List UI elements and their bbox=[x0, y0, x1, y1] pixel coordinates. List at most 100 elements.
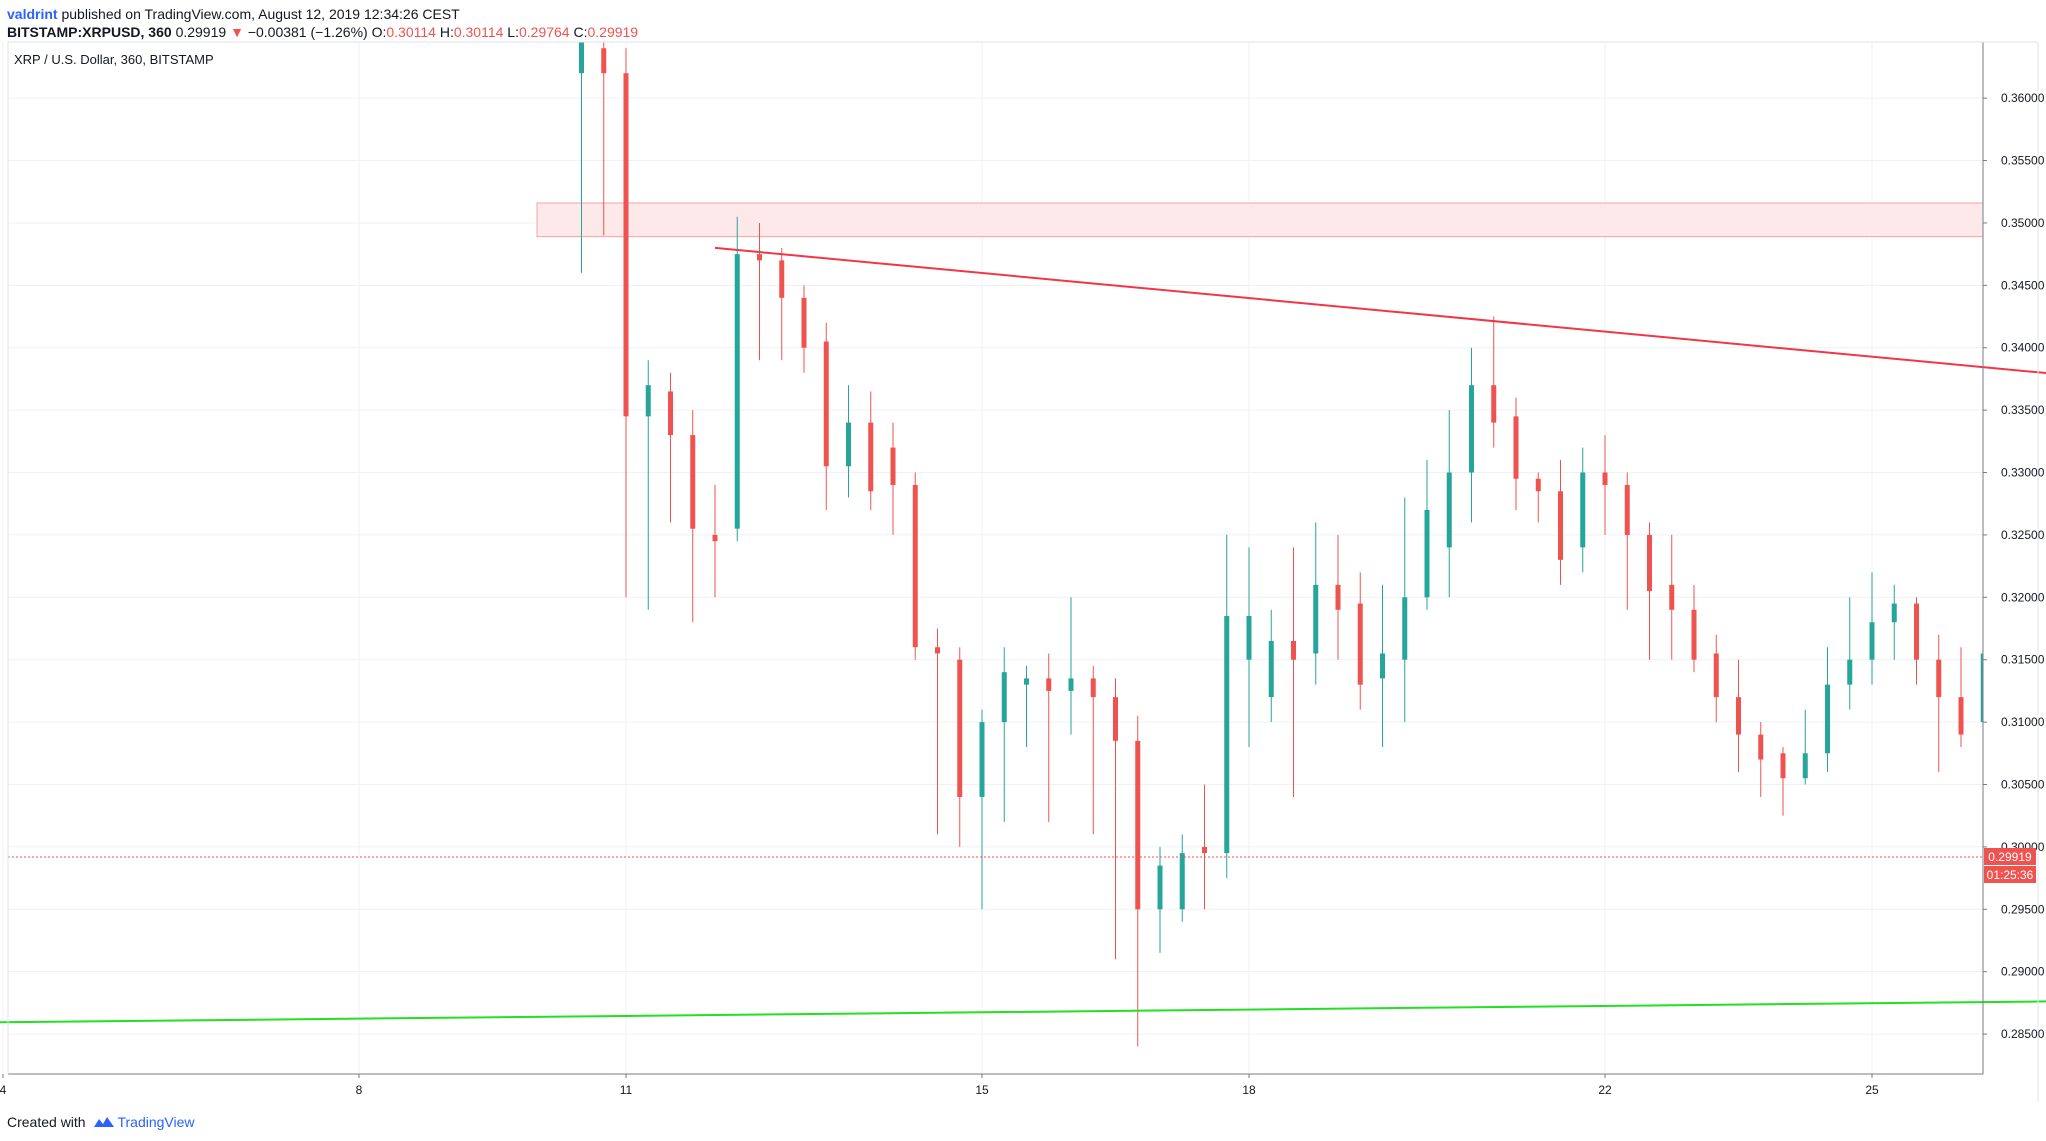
y-tick-label: 0.33500 bbox=[2001, 403, 2045, 417]
candle-body bbox=[668, 391, 673, 436]
candle-body bbox=[1135, 740, 1141, 910]
down-arrow-icon: ▼ bbox=[230, 24, 244, 40]
y-tick-label: 0.32000 bbox=[2001, 590, 2045, 604]
last-price-tag-label: 0.29919 bbox=[1988, 850, 2032, 864]
last-price: 0.29919 bbox=[175, 24, 227, 40]
tradingview-logo-icon bbox=[94, 1117, 115, 1128]
y-tick-label: 0.35000 bbox=[2001, 216, 2045, 230]
candle-body bbox=[623, 73, 629, 417]
candle-body bbox=[1847, 659, 1853, 685]
candle-body bbox=[690, 435, 696, 529]
low-value: 0.29764 bbox=[518, 24, 570, 40]
candles bbox=[579, 42, 2030, 1047]
open-label: O: bbox=[371, 24, 387, 40]
candle-body bbox=[1068, 678, 1074, 691]
high-value: 0.30114 bbox=[453, 24, 504, 40]
candle-body bbox=[1869, 622, 1875, 660]
candle-body bbox=[1713, 653, 1719, 698]
candle-body bbox=[1914, 603, 1919, 660]
candle-body bbox=[1291, 640, 1296, 660]
candle-body bbox=[1891, 603, 1897, 623]
x-tick-label: 18 bbox=[1242, 1083, 1256, 1097]
candle-body bbox=[1736, 697, 1741, 735]
candle-body bbox=[1046, 678, 1052, 691]
y-tick-label: 0.28500 bbox=[2001, 1027, 2045, 1041]
high-label: H: bbox=[439, 24, 454, 40]
candle-body bbox=[1802, 753, 1808, 779]
y-tick-label: 0.29000 bbox=[2001, 965, 2045, 979]
candle-body bbox=[1691, 609, 1697, 660]
candle-body bbox=[1113, 697, 1118, 741]
candle-body bbox=[645, 385, 651, 417]
price-change: −0.00381 (−1.26%) bbox=[247, 24, 368, 40]
candle-body bbox=[1980, 653, 1983, 723]
candle-body bbox=[957, 659, 963, 797]
candle-body bbox=[1090, 678, 1096, 698]
x-tick-label: 25 bbox=[1865, 1083, 1879, 1097]
candle-body bbox=[779, 260, 785, 298]
candle-body bbox=[1424, 509, 1430, 598]
y-tick-label: 0.36000 bbox=[2001, 91, 2045, 105]
candle-body bbox=[1958, 697, 1964, 735]
candle-body bbox=[579, 42, 584, 74]
footer: Created with TradingView bbox=[7, 1114, 195, 1131]
symbol-label: BITSTAMP:XRPUSD, 360 bbox=[7, 24, 172, 40]
candle-body bbox=[2003, 560, 2008, 654]
x-tick-label: 15 bbox=[975, 1083, 989, 1097]
y-tick-label: 0.35500 bbox=[2001, 154, 2045, 168]
candle-body bbox=[890, 447, 896, 485]
candle-body bbox=[1357, 603, 1363, 685]
candle-body bbox=[1246, 616, 1252, 660]
grid bbox=[2, 42, 1983, 1074]
candle-body bbox=[801, 297, 807, 348]
candle-body bbox=[1380, 653, 1385, 679]
candle-body bbox=[1647, 534, 1652, 592]
created-with-text: Created with bbox=[7, 1114, 86, 1130]
countdown-tag bbox=[1984, 865, 2036, 883]
drawings-front bbox=[0, 246, 2046, 1024]
y-tick-label: 0.31500 bbox=[2001, 653, 2045, 667]
chart-title: XRP / U.S. Dollar, 360, BITSTAMP bbox=[14, 52, 214, 67]
candle-body bbox=[1202, 846, 1207, 854]
candle-body bbox=[823, 341, 829, 467]
y-tick-label: 0.29500 bbox=[2001, 902, 2045, 916]
candle-body bbox=[2025, 560, 2030, 572]
drawings-back bbox=[536, 202, 1983, 238]
candle-body bbox=[868, 422, 874, 492]
candle-body bbox=[979, 722, 985, 797]
y-tick-label: 0.31000 bbox=[2001, 715, 2045, 729]
chart-header: valdrint published on TradingView.com, A… bbox=[7, 0, 2037, 58]
ascending-support-line bbox=[0, 1000, 2046, 1024]
x-tick-label: 4 bbox=[0, 1083, 7, 1097]
candle-body bbox=[1469, 385, 1474, 473]
candle-body bbox=[1491, 385, 1497, 423]
last-price-tag bbox=[1984, 847, 2036, 865]
close-value: 0.29919 bbox=[587, 24, 639, 40]
x-tick-label: 8 bbox=[356, 1083, 363, 1097]
close-label: C: bbox=[573, 24, 588, 40]
candle-body bbox=[712, 534, 718, 542]
candle-body bbox=[1535, 478, 1541, 492]
candle-body bbox=[1157, 865, 1163, 910]
author-link[interactable]: valdrint bbox=[7, 6, 58, 22]
candle-body bbox=[1602, 472, 1608, 485]
candle-body bbox=[1669, 584, 1675, 610]
candle-body bbox=[1313, 584, 1319, 654]
open-value: 0.30114 bbox=[386, 24, 436, 40]
candle-body bbox=[1758, 734, 1764, 760]
candle-body bbox=[1179, 853, 1185, 910]
x-tick-label: 11 bbox=[620, 1083, 633, 1097]
candle-body bbox=[1825, 684, 1830, 754]
tradingview-brand[interactable]: TradingView bbox=[117, 1114, 195, 1130]
candle-body bbox=[912, 484, 918, 648]
countdown-tag-label: 01:25:36 bbox=[1987, 868, 2034, 882]
candle-body bbox=[1224, 616, 1230, 854]
resistance-zone bbox=[536, 202, 1983, 238]
candle-body bbox=[1402, 597, 1408, 660]
candle-body bbox=[1268, 640, 1274, 698]
publish-text: published on TradingView.com, August 12,… bbox=[61, 6, 460, 22]
quote-line: BITSTAMP:XRPUSD, 360 0.29919 ▼ −0.00381 … bbox=[7, 24, 638, 40]
candle-body bbox=[1513, 416, 1519, 479]
candle-body bbox=[1001, 672, 1007, 723]
